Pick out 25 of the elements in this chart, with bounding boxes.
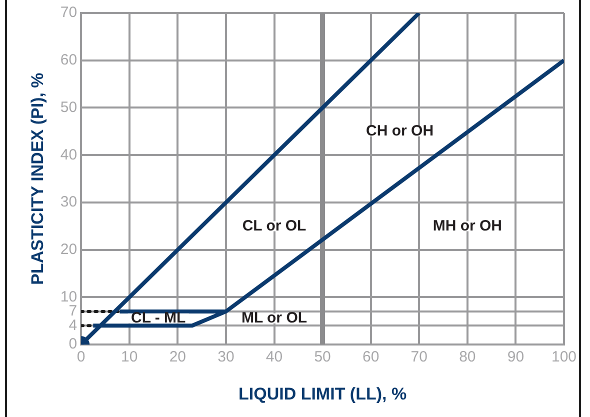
annotation: CL or OL <box>242 217 306 234</box>
y-tick-label: 40 <box>60 146 78 164</box>
x-tick-label: 80 <box>459 348 476 366</box>
x-tick-label: 90 <box>507 348 524 366</box>
x-tick-label: 40 <box>266 348 283 366</box>
y-tick-label: 60 <box>60 52 78 69</box>
y-tick-label: 30 <box>60 194 78 211</box>
x-tick-label: 10 <box>121 348 138 366</box>
annotation: CH or OH <box>366 122 434 140</box>
x-axis-title: LIQUID LIMIT (LL), % <box>238 384 407 404</box>
x-tick-label: 50 <box>314 348 331 366</box>
y-tick-label: 10 <box>60 288 78 306</box>
y-tick-label: 20 <box>60 241 78 258</box>
y-tick-label: 50 <box>60 98 78 116</box>
x-tick-label: 20 <box>169 348 186 366</box>
x-tick-label: 60 <box>362 348 380 366</box>
x-tick-label: 70 <box>410 348 428 366</box>
annotation: CL - ML <box>130 310 186 327</box>
y-tick-label: 70 <box>60 4 78 22</box>
x-tick-label: 30 <box>218 348 234 366</box>
x-tick-label: 100 <box>551 348 577 366</box>
annotation: ML or OL <box>241 310 308 327</box>
y-axis-title: PLASTICITY INDEX (PI), % <box>28 72 47 285</box>
y-tick-label: 0 <box>68 336 78 353</box>
annotation: MH or OH <box>432 217 502 234</box>
